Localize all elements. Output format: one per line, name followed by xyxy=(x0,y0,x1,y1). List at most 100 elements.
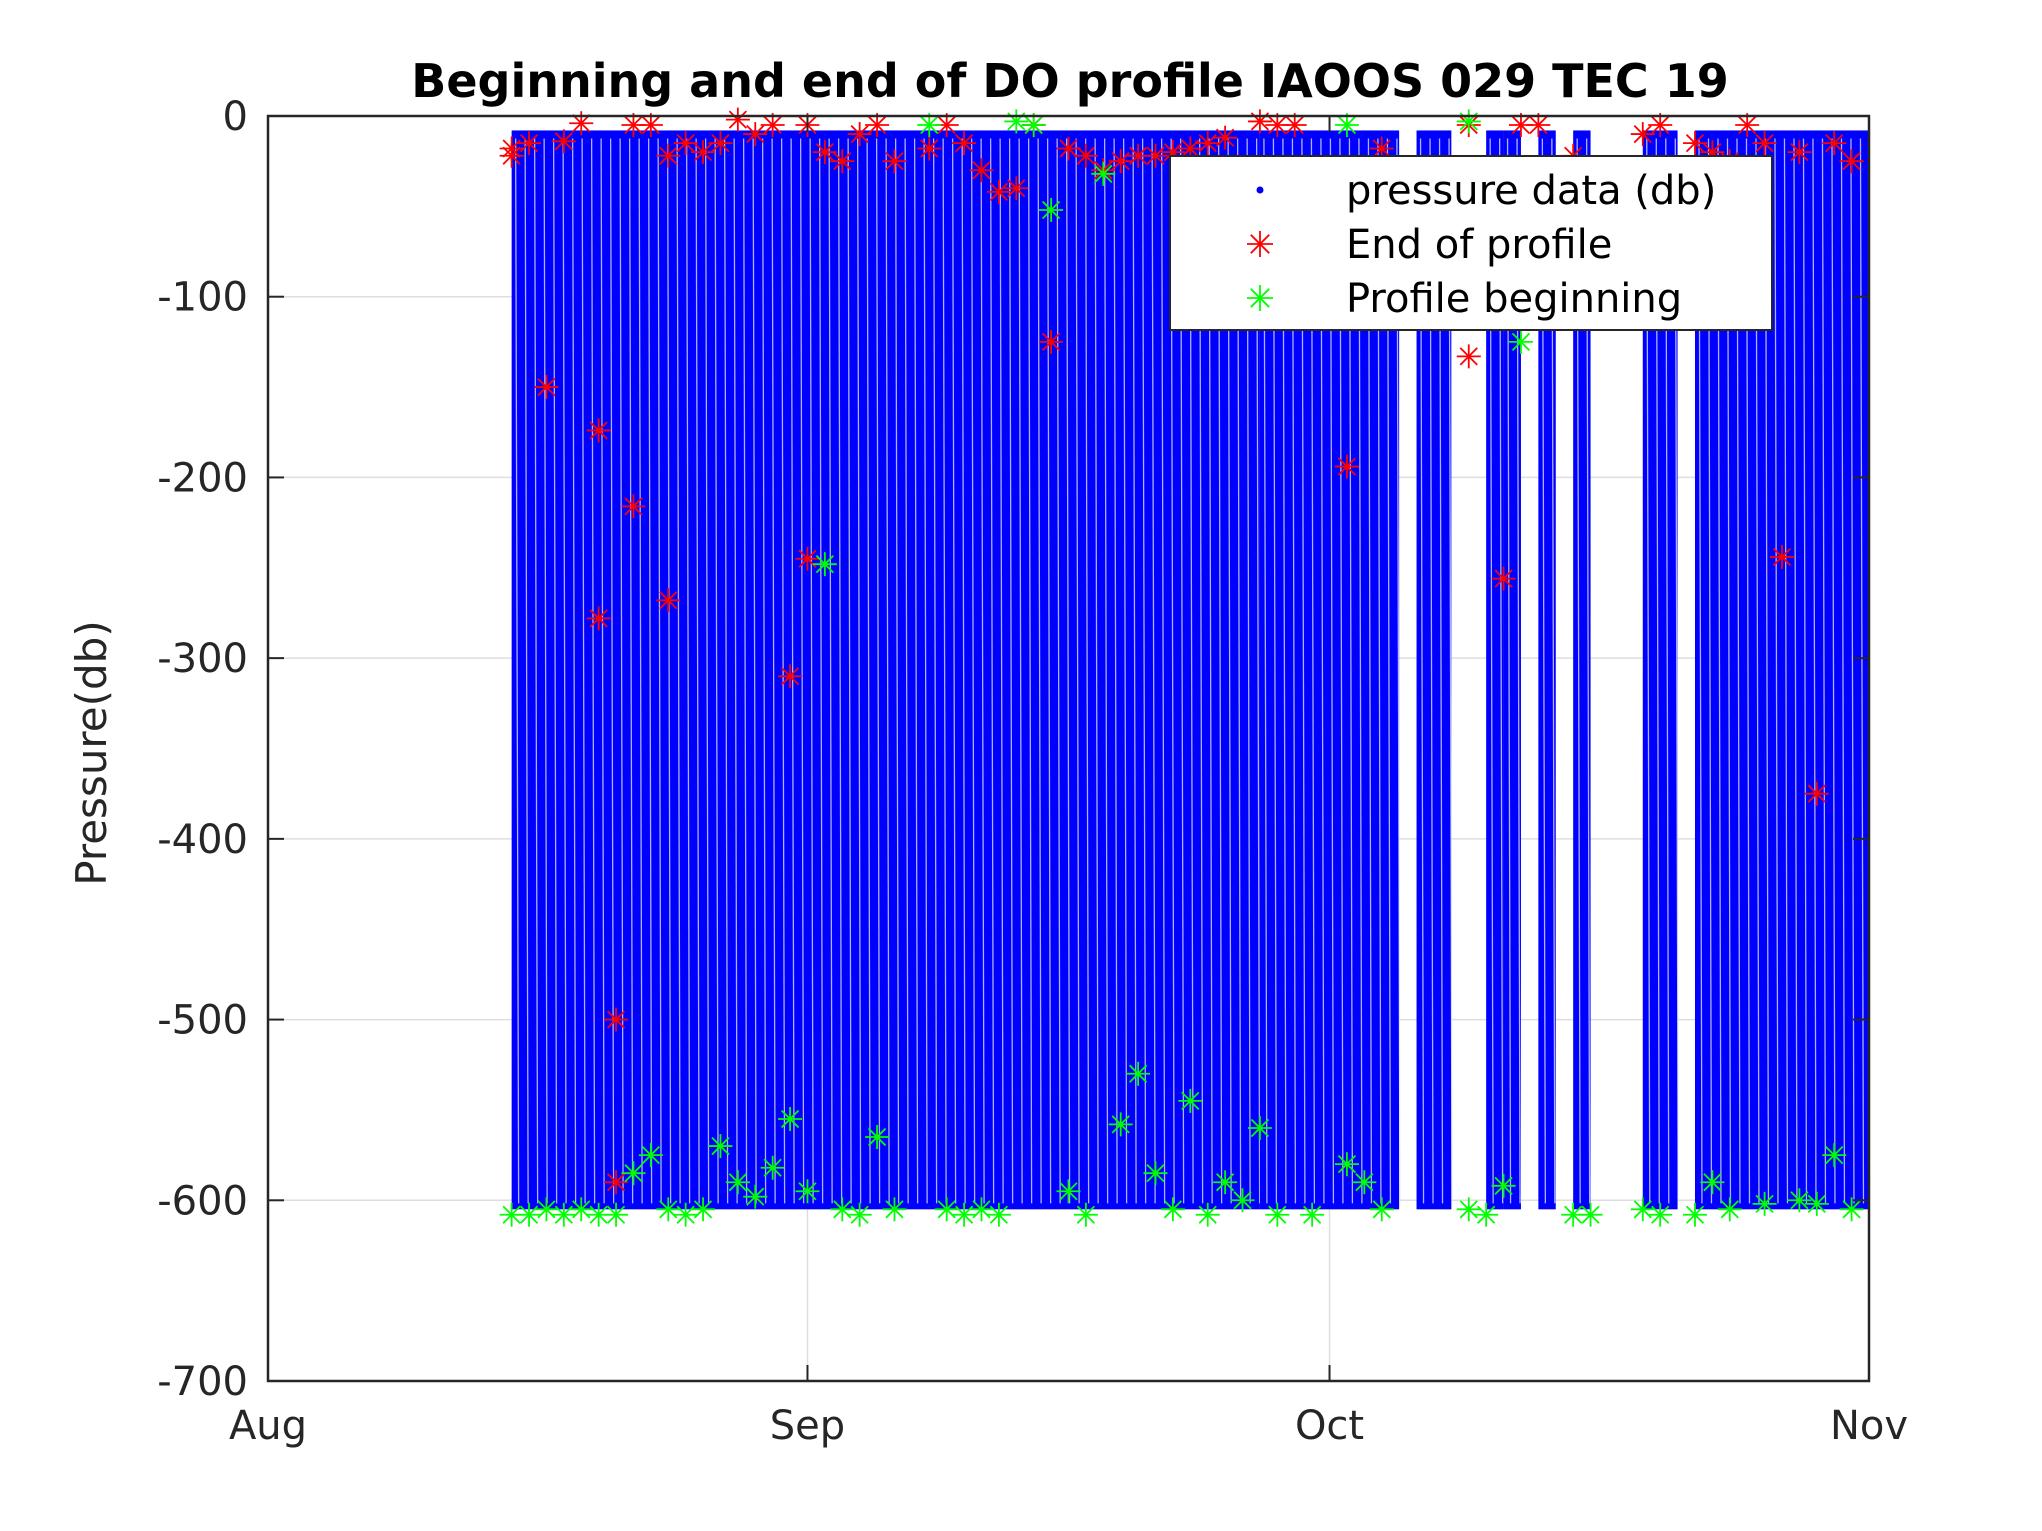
pressure-data-gap xyxy=(951,138,957,1204)
pressure-data-gap xyxy=(1094,138,1099,1204)
pressure-data-gap xyxy=(1056,138,1061,1204)
end-of-profile-marker xyxy=(969,158,994,183)
profile-beginning-marker xyxy=(1073,1202,1098,1227)
pressure-data-gap xyxy=(533,138,539,1204)
profile-beginning-marker xyxy=(1456,1197,1481,1222)
profile-beginning-marker xyxy=(1247,1116,1272,1140)
profile-beginning-marker xyxy=(673,1202,698,1227)
end-of-profile-marker xyxy=(1682,131,1707,156)
pressure-data-gap xyxy=(885,138,890,1204)
end-of-profile-marker xyxy=(604,1170,629,1195)
pressure-data-gap xyxy=(1812,138,1817,1204)
end-of-profile-marker xyxy=(551,129,576,154)
profile-beginning-marker xyxy=(517,1202,542,1227)
end-of-profile-marker xyxy=(656,588,681,613)
legend-asterisk-icon xyxy=(1247,285,1273,311)
profile-beginning-marker xyxy=(952,1202,977,1227)
pressure-data-gap xyxy=(904,138,909,1204)
end-of-profile-marker xyxy=(1073,143,1098,168)
profile-beginning-marker xyxy=(1265,1202,1290,1227)
pressure-data-gap xyxy=(799,138,805,1204)
profile-beginning-marker xyxy=(1787,1188,1812,1213)
pressure-data-gap xyxy=(657,138,662,1204)
pressure-data-gap xyxy=(562,138,567,1204)
profile-beginning-marker xyxy=(760,1155,785,1180)
profile-beginning-marker xyxy=(708,1134,733,1159)
end-of-profile-marker xyxy=(847,122,872,147)
pressure-data-gap xyxy=(1008,138,1014,1204)
end-of-profile-marker xyxy=(1213,125,1238,150)
pressure-data-gap xyxy=(676,138,681,1204)
end-of-profile-marker xyxy=(1334,454,1359,479)
pressure-data-gap xyxy=(856,138,862,1204)
end-of-profile-marker xyxy=(1822,131,1847,156)
end-of-profile-marker xyxy=(743,122,768,147)
pressure-data-gap xyxy=(723,138,729,1204)
end-of-profile-marker xyxy=(1630,122,1655,147)
profile-beginning-marker xyxy=(534,1197,559,1222)
pressure-data-gap xyxy=(1037,138,1042,1204)
pressure-data-gap xyxy=(714,138,719,1204)
profile-beginning-marker xyxy=(986,1202,1011,1227)
pressure-data-gap xyxy=(790,138,795,1204)
profile-beginning-marker xyxy=(1195,1202,1220,1227)
pressure-data-gap xyxy=(1774,138,1779,1204)
x-tick-label: Oct xyxy=(1295,1403,1364,1449)
end-of-profile-marker xyxy=(952,131,977,156)
x-tick-label: Aug xyxy=(229,1403,307,1449)
legend-entry-label: pressure data (db) xyxy=(1346,168,1716,214)
end-of-profile-marker xyxy=(691,140,716,165)
pressure-data-gap xyxy=(961,138,966,1204)
end-of-profile-marker xyxy=(986,179,1011,204)
profile-beginning-marker xyxy=(847,1202,872,1227)
profile-beginning-marker xyxy=(934,1197,959,1222)
pressure-data-gap xyxy=(647,138,653,1204)
end-of-profile-marker xyxy=(517,131,542,156)
pressure-data-gap xyxy=(1075,138,1080,1204)
profile-beginning-marker xyxy=(1230,1188,1255,1213)
end-of-profile-marker xyxy=(586,418,611,443)
pressure-data-gap xyxy=(1113,138,1118,1204)
profile-beginning-marker xyxy=(1682,1202,1707,1227)
profile-beginning-marker xyxy=(1021,113,1046,138)
pressure-data-gap xyxy=(866,138,871,1204)
end-of-profile-marker xyxy=(1195,131,1220,156)
end-of-profile-marker xyxy=(795,546,820,571)
profile-beginning-marker xyxy=(1700,1170,1725,1195)
pressure-data-gap xyxy=(1821,138,1827,1204)
profile-beginning-marker xyxy=(691,1197,716,1222)
pressure-data-gap xyxy=(818,138,824,1204)
legend-box xyxy=(1169,155,1773,331)
pressure-data-gap xyxy=(666,138,672,1204)
end-of-profile-marker xyxy=(1839,149,1864,174)
end-of-profile-marker xyxy=(778,664,803,689)
pressure-data-gap xyxy=(847,138,852,1204)
pressure-data-gap xyxy=(1831,138,1836,1204)
pressure-data-gap xyxy=(1783,138,1789,1204)
end-of-profile-marker xyxy=(1787,140,1812,165)
end-of-profile-marker xyxy=(534,375,559,400)
profile-beginning-marker xyxy=(830,1197,855,1222)
x-tick-label: Nov xyxy=(1830,1403,1908,1449)
profile-beginning-marker xyxy=(1004,109,1029,134)
profile-beginning-marker xyxy=(882,1197,907,1222)
end-of-profile-marker xyxy=(499,136,524,161)
profile-beginning-marker xyxy=(1039,197,1064,222)
end-of-profile-marker xyxy=(673,131,698,156)
pressure-data-gap xyxy=(1065,138,1071,1204)
end-of-profile-marker xyxy=(621,494,646,519)
profile-beginning-marker xyxy=(1300,1202,1325,1227)
pressure-data-gap xyxy=(875,138,881,1204)
y-tick-label: -700 xyxy=(157,1359,248,1405)
pressure-data-gap xyxy=(999,138,1004,1204)
pressure-data-gap xyxy=(1151,138,1156,1204)
profile-beginning-marker xyxy=(1578,1202,1603,1227)
end-of-profile-marker xyxy=(1804,781,1829,806)
profile-beginning-marker xyxy=(1369,1197,1394,1222)
end-of-profile-marker xyxy=(917,136,942,161)
pressure-data-gap xyxy=(1160,138,1166,1204)
end-of-profile-marker xyxy=(1039,329,1064,354)
profile-beginning-marker xyxy=(1752,1191,1777,1216)
